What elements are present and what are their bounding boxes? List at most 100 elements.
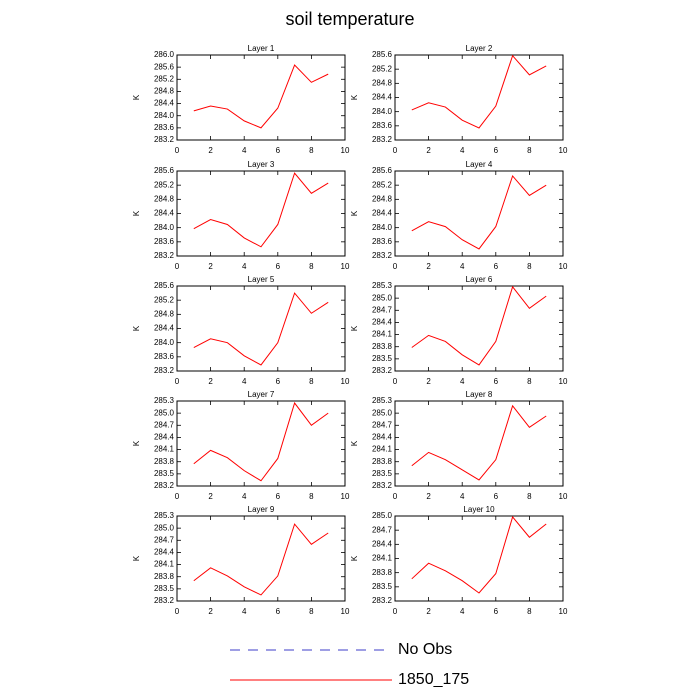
x-tick-label: 2 <box>426 377 431 386</box>
x-tick-label: 10 <box>559 607 568 616</box>
x-tick-label: 0 <box>175 607 180 616</box>
y-tick-label: 283.6 <box>372 237 393 246</box>
plot-frame <box>176 515 346 602</box>
y-tick-label: 285.3 <box>372 396 393 405</box>
y-tick-label: 283.2 <box>154 366 175 375</box>
y-axis-label: K <box>350 440 359 446</box>
y-tick-label: 284.4 <box>372 433 393 442</box>
x-tick-label: 4 <box>460 262 465 271</box>
x-tick-label: 6 <box>494 146 499 155</box>
y-tick-label: 284.0 <box>154 111 175 120</box>
y-tick-label: 283.5 <box>154 469 175 478</box>
y-tick-label: 283.2 <box>372 366 393 375</box>
y-axis-label: K <box>350 555 359 561</box>
y-tick-label: 285.2 <box>154 180 175 189</box>
y-axis-label: K <box>350 325 359 331</box>
data-line <box>411 54 547 129</box>
y-tick-label: 283.8 <box>372 457 393 466</box>
x-tick-label: 4 <box>242 492 247 501</box>
y-axis-label: K <box>132 555 141 561</box>
y-tick-label: 284.7 <box>372 420 393 429</box>
x-tick-label: 2 <box>426 492 431 501</box>
y-tick-label: 284.1 <box>154 445 175 454</box>
panel-title: Layer 1 <box>248 44 275 53</box>
x-tick-label: 2 <box>426 262 431 271</box>
y-tick-label: 284.8 <box>154 87 175 96</box>
x-tick-label: 10 <box>559 262 568 271</box>
y-tick-label: 285.6 <box>372 50 393 59</box>
data-line <box>193 292 329 366</box>
x-tick-label: 2 <box>426 146 431 155</box>
x-tick-label: 2 <box>208 262 213 271</box>
x-tick-label: 8 <box>309 492 314 501</box>
y-tick-label: 285.3 <box>154 396 175 405</box>
figure-title: soil temperature <box>285 9 414 29</box>
y-tick-label: 285.2 <box>372 64 393 73</box>
y-tick-label: 284.1 <box>154 560 175 569</box>
y-tick-label: 285.0 <box>372 293 393 302</box>
y-tick-label: 283.2 <box>154 596 175 605</box>
x-tick-label: 4 <box>242 377 247 386</box>
y-tick-label: 285.3 <box>154 511 175 520</box>
panel-title: Layer 8 <box>466 390 493 399</box>
x-tick-label: 8 <box>527 262 532 271</box>
y-tick-label: 286.0 <box>154 50 175 59</box>
panel-title: Layer 7 <box>248 390 275 399</box>
y-tick-label: 284.4 <box>154 209 175 218</box>
y-axis-label: K <box>132 94 141 100</box>
x-tick-label: 10 <box>559 146 568 155</box>
legend-label: 1850_175 <box>398 671 469 688</box>
x-tick-label: 0 <box>175 262 180 271</box>
legend-label: No Obs <box>398 641 452 658</box>
y-tick-label: 284.0 <box>372 223 393 232</box>
x-tick-label: 8 <box>527 146 532 155</box>
y-tick-label: 283.2 <box>372 251 393 260</box>
x-tick-label: 0 <box>393 262 398 271</box>
y-tick-label: 283.5 <box>372 582 393 591</box>
y-tick-label: 284.4 <box>372 539 393 548</box>
x-tick-label: 6 <box>276 492 281 501</box>
plot-frame <box>176 285 346 372</box>
x-tick-label: 2 <box>208 377 213 386</box>
y-tick-label: 283.6 <box>154 352 175 361</box>
y-tick-label: 285.0 <box>154 408 175 417</box>
y-tick-label: 284.0 <box>372 107 393 116</box>
y-tick-label: 283.8 <box>154 572 175 581</box>
y-tick-label: 284.7 <box>372 525 393 534</box>
x-tick-label: 0 <box>175 492 180 501</box>
y-tick-label: 284.1 <box>372 445 393 454</box>
plot-frame <box>176 400 346 487</box>
y-tick-label: 283.6 <box>372 121 393 130</box>
x-tick-label: 6 <box>276 607 281 616</box>
x-tick-label: 10 <box>341 262 350 271</box>
x-tick-label: 4 <box>460 377 465 386</box>
x-tick-label: 0 <box>175 146 180 155</box>
y-tick-label: 285.2 <box>154 295 175 304</box>
y-tick-label: 284.0 <box>154 223 175 232</box>
y-tick-label: 285.6 <box>154 62 175 71</box>
y-tick-label: 284.8 <box>154 309 175 318</box>
y-tick-label: 284.4 <box>154 548 175 557</box>
y-tick-label: 284.7 <box>154 535 175 544</box>
x-tick-label: 0 <box>393 492 398 501</box>
y-tick-label: 283.2 <box>372 481 393 490</box>
x-tick-label: 10 <box>341 377 350 386</box>
y-tick-label: 283.2 <box>154 135 175 144</box>
data-line <box>193 64 329 129</box>
x-tick-label: 4 <box>242 146 247 155</box>
plot-frame <box>394 54 564 141</box>
plot-frame <box>176 54 346 141</box>
x-tick-label: 2 <box>208 492 213 501</box>
y-tick-label: 283.5 <box>154 584 175 593</box>
x-tick-label: 2 <box>208 607 213 616</box>
y-tick-label: 285.6 <box>154 281 175 290</box>
x-tick-label: 8 <box>309 607 314 616</box>
x-tick-label: 2 <box>426 607 431 616</box>
x-tick-label: 10 <box>341 607 350 616</box>
y-tick-label: 285.0 <box>372 511 393 520</box>
x-tick-label: 0 <box>393 146 398 155</box>
y-tick-label: 283.5 <box>372 354 393 363</box>
x-tick-label: 8 <box>309 262 314 271</box>
x-tick-label: 4 <box>460 492 465 501</box>
y-tick-label: 285.3 <box>372 281 393 290</box>
